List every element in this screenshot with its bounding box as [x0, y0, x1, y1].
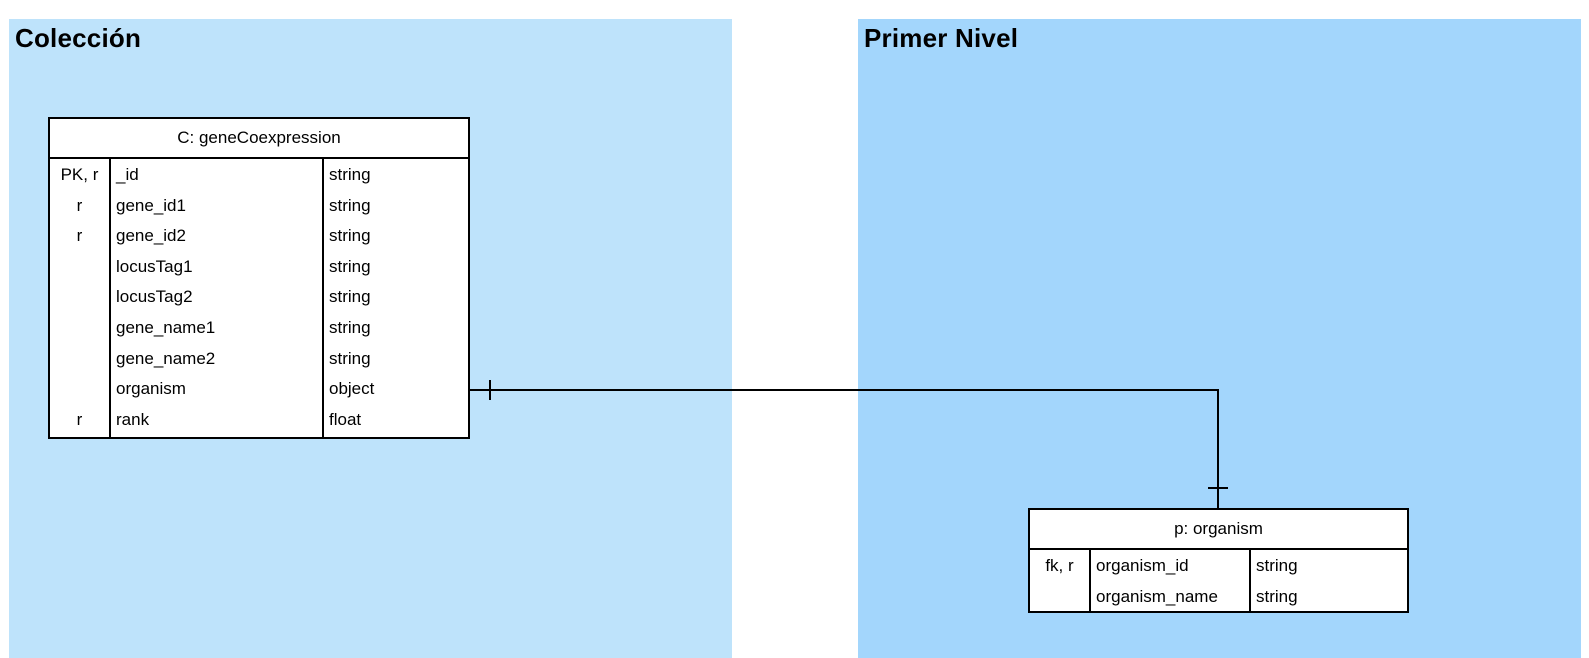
field-name: locusTag2	[116, 287, 193, 307]
field-key: fk, r	[1045, 556, 1074, 575]
field-key: r	[76, 226, 83, 246]
panel-title-primer-nivel: Primer Nivel	[864, 23, 1019, 53]
field-type: object	[329, 379, 375, 399]
field-type: string	[329, 165, 371, 184]
field-name: organism	[116, 379, 186, 399]
field-type-column: string string string string string string stri…	[324, 159, 468, 439]
field-name: rank	[116, 409, 150, 429]
field-type: string	[329, 287, 371, 307]
field-key: PK, r	[60, 165, 99, 184]
field-type: string	[1256, 556, 1298, 575]
field-name: organism_name	[1096, 587, 1218, 606]
key-column: fk, r	[1030, 550, 1091, 613]
field-type: string	[329, 318, 371, 337]
entity-title: p: organism	[1030, 510, 1407, 550]
field-key	[50, 313, 109, 344]
field-name: organism_id	[1096, 556, 1189, 575]
field-type: string	[1256, 587, 1298, 606]
field-key	[50, 344, 109, 375]
field-type: string	[329, 195, 371, 215]
field-name: _id	[116, 165, 139, 184]
field-name: gene_name2	[116, 348, 216, 368]
field-name: gene_id1	[116, 195, 186, 215]
field-name: gene_id2	[116, 226, 186, 246]
entity-organism[interactable]: p: organism fk, r organism_id organism_na…	[1028, 508, 1409, 613]
field-key: r	[76, 195, 83, 215]
entity-title: C: geneCoexpression	[50, 119, 468, 159]
panel-title-coleccion: Colección	[15, 23, 142, 53]
field-type: string	[329, 348, 371, 368]
field-name: locusTag1	[116, 256, 193, 276]
field-type: float	[329, 409, 362, 429]
field-name-column: _id gene_id1 gene_id2 locusTag1 locusTag2 gen…	[111, 159, 324, 439]
field-key	[50, 252, 109, 283]
field-name: gene_name1	[116, 318, 216, 337]
field-key	[1030, 581, 1089, 612]
field-name-column: organism_id organism_name	[1091, 550, 1251, 613]
field-type-column: string string	[1251, 550, 1407, 613]
field-key: r	[76, 409, 83, 429]
field-type: string	[329, 256, 371, 276]
relationship-line	[470, 389, 1219, 508]
field-key	[50, 374, 109, 405]
field-type: string	[329, 226, 371, 246]
field-key	[50, 282, 109, 313]
